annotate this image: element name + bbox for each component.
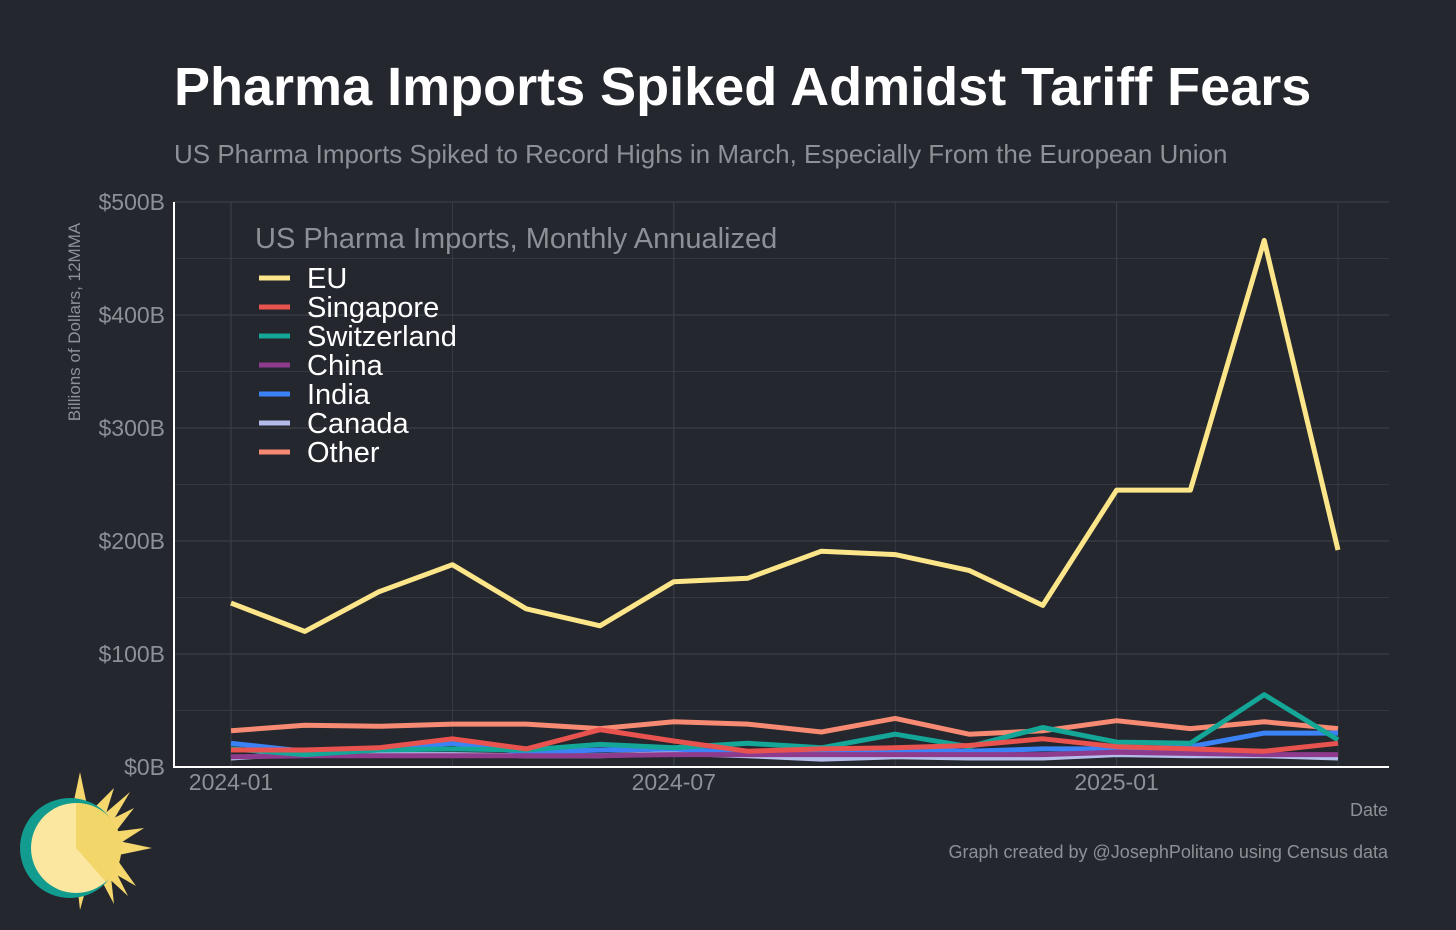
x-tick-labels: 2024-01 2024-07 2025-01 (189, 769, 1159, 795)
sun-logo-icon (20, 772, 152, 910)
y-tick-label: $400B (98, 302, 165, 328)
y-tick-labels: $0B $100B $200B $300B $400B $500B (98, 189, 165, 780)
chart-subtitle: US Pharma Imports Spiked to Record Highs… (174, 139, 1228, 169)
axes (173, 202, 1389, 768)
legend-label-eu: EU (307, 263, 347, 295)
y-tick-label: $0B (124, 754, 165, 780)
legend: US Pharma Imports, Monthly Annualized EU… (255, 223, 777, 469)
y-axis-label: Billions of Dollars, 12MMA (65, 222, 84, 421)
legend-label-china: China (307, 350, 384, 382)
x-tick-label: 2025-01 (1074, 769, 1158, 795)
y-tick-label: $100B (98, 641, 165, 667)
x-tick-label: 2024-01 (189, 769, 273, 795)
series-line-other (230, 715, 1339, 737)
grid-lines (174, 201, 1389, 768)
series-line-singapore (231, 727, 1339, 754)
legend-label-india: India (307, 379, 371, 411)
legend-label-other: Other (307, 437, 380, 469)
series-line-switzerland (230, 692, 1340, 758)
y-tick-label: $300B (98, 415, 165, 441)
chart-title: Pharma Imports Spiked Admidst Tariff Fea… (174, 57, 1312, 117)
series-line-eu (230, 237, 1341, 634)
x-tick-label: 2024-07 (632, 769, 716, 795)
x-axis-label: Date (1349, 800, 1388, 820)
legend-label-switzerland: Switzerland (307, 321, 457, 353)
series-lines (230, 237, 1341, 762)
source-credit: Graph created by @JosephPolitano using C… (948, 842, 1388, 862)
legend-label-singapore: Singapore (307, 292, 439, 324)
series-line-china (230, 749, 1338, 760)
legend-title: US Pharma Imports, Monthly Annualized (255, 223, 777, 255)
y-tick-label: $500B (98, 189, 165, 215)
legend-label-canada: Canada (307, 408, 409, 440)
y-tick-label: $200B (98, 528, 165, 554)
